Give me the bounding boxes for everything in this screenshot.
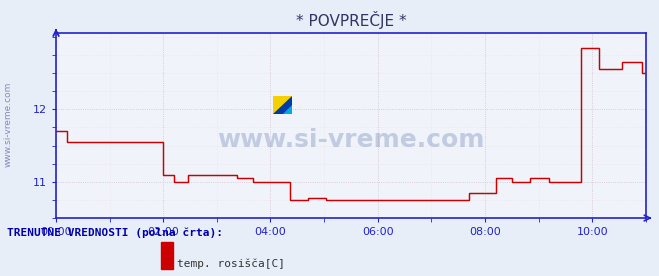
Text: temp. rosišča[C]: temp. rosišča[C] — [177, 258, 285, 269]
Polygon shape — [273, 96, 292, 114]
Text: www.si-vreme.com: www.si-vreme.com — [3, 81, 13, 167]
FancyBboxPatch shape — [161, 242, 173, 269]
Polygon shape — [283, 105, 292, 114]
Text: www.si-vreme.com: www.si-vreme.com — [217, 128, 484, 152]
Title: * POVPREČJE *: * POVPREČJE * — [296, 11, 406, 29]
Polygon shape — [273, 96, 292, 114]
Text: TRENUTNE VREDNOSTI (polna črta):: TRENUTNE VREDNOSTI (polna črta): — [7, 228, 223, 238]
